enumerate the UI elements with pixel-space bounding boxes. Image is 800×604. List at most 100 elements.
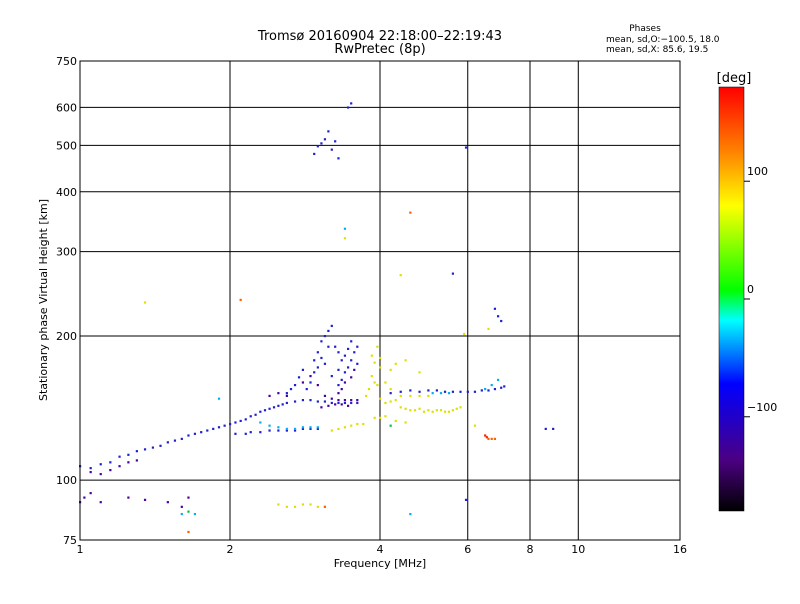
data-point (490, 383, 493, 387)
data-point (327, 329, 330, 333)
data-point (409, 512, 412, 516)
data-point (323, 362, 327, 365)
data-point (285, 429, 288, 432)
plot-frame (79, 60, 681, 541)
data-point (277, 392, 280, 395)
data-point (309, 381, 312, 384)
data-point (376, 383, 379, 387)
data-point (200, 431, 203, 434)
data-point (356, 362, 359, 365)
data-point (447, 410, 451, 413)
x-tick-label: 2 (227, 543, 234, 556)
data-point (281, 403, 284, 406)
data-point (334, 403, 337, 406)
data-point (109, 469, 112, 472)
data-point (268, 429, 271, 432)
data-point (293, 505, 297, 508)
data-point (83, 496, 86, 499)
data-point (464, 146, 468, 149)
data-point (118, 455, 121, 458)
data-point (431, 410, 434, 413)
data-point (485, 436, 488, 439)
data-point (316, 400, 319, 403)
data-point (309, 426, 312, 429)
colorbar-ticks: 100 0 −100 (744, 165, 777, 418)
data-point (365, 394, 368, 398)
colorbar-tick-label: 100 (747, 165, 768, 178)
data-point (259, 410, 262, 413)
chart-subtitle: RwPretec (8p) (334, 42, 425, 57)
data-point (376, 345, 379, 348)
data-point (118, 465, 121, 468)
data-point (309, 399, 312, 402)
data-point (127, 453, 130, 456)
data-point (193, 432, 197, 435)
data-point (263, 409, 267, 412)
data-point (404, 407, 407, 410)
data-point (379, 356, 382, 360)
data-point (362, 422, 365, 426)
data-point (89, 467, 92, 470)
data-point (217, 426, 221, 429)
data-point (234, 421, 237, 424)
data-point (330, 324, 333, 328)
data-point (389, 387, 392, 391)
data-point (435, 409, 438, 412)
y-tick-label: 600 (56, 101, 77, 114)
data-point (443, 390, 447, 393)
data-point (464, 498, 468, 501)
data-point (320, 406, 323, 409)
data-point (367, 387, 371, 391)
data-point (187, 496, 190, 499)
data-point (206, 429, 209, 432)
data-point (316, 145, 319, 148)
data-point (356, 401, 359, 405)
data-point (463, 332, 466, 336)
data-point (297, 376, 301, 379)
data-point (350, 359, 353, 362)
data-point (330, 397, 333, 400)
data-point (301, 503, 305, 506)
data-point (389, 400, 392, 403)
data-point (268, 407, 271, 410)
data-point (370, 354, 373, 357)
data-point (418, 371, 421, 374)
data-point (353, 368, 356, 371)
data-point (503, 385, 506, 388)
data-point (316, 505, 319, 508)
data-point (254, 413, 257, 416)
data-point (356, 345, 359, 348)
data-point (337, 427, 340, 431)
y-tick-label: 300 (56, 246, 77, 259)
data-point (313, 152, 316, 156)
data-point (350, 401, 353, 405)
data-point (473, 424, 477, 427)
data-point (443, 410, 447, 413)
data-point (151, 446, 155, 449)
data-point (323, 334, 327, 338)
data-point (350, 340, 353, 343)
data-point (337, 392, 340, 395)
data-point (496, 378, 500, 381)
data-point (343, 401, 347, 405)
data-point (343, 381, 347, 384)
data-point (320, 142, 323, 145)
data-point (350, 399, 353, 402)
data-point (330, 429, 333, 432)
data-point (409, 211, 412, 214)
data-point (187, 510, 190, 513)
data-point (427, 409, 430, 412)
y-axis-ticks: 75 100 200 300 400 500 600 750 (56, 55, 77, 547)
data-point (337, 399, 340, 402)
data-point (384, 401, 387, 405)
data-point (418, 390, 421, 393)
data-point (455, 407, 458, 410)
data-point (343, 354, 347, 357)
data-point (127, 496, 130, 499)
data-point (484, 387, 487, 391)
data-point (173, 439, 177, 442)
data-point (409, 389, 412, 392)
data-point (244, 418, 247, 421)
data-point (143, 301, 147, 304)
data-point (480, 389, 483, 392)
